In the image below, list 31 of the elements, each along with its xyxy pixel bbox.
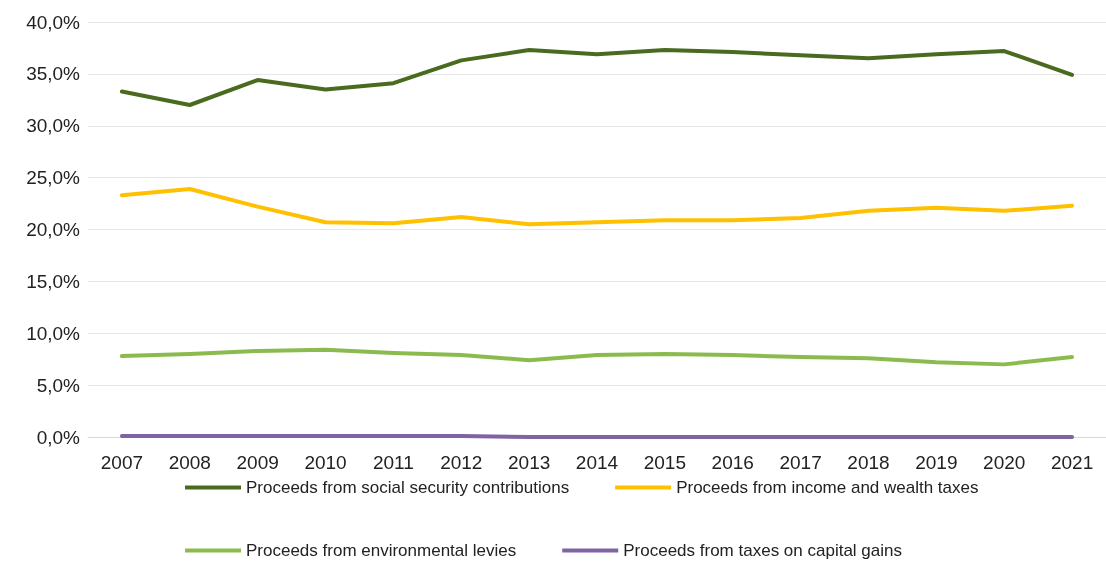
- legend-label: Proceeds from environmental levies: [246, 541, 517, 560]
- legend-label: Proceeds from social security contributions: [246, 478, 570, 497]
- y-tick-label: 15,0%: [26, 270, 81, 292]
- x-tick-label: 2008: [168, 452, 211, 473]
- y-tick-label: 25,0%: [26, 167, 81, 189]
- x-tick-label: 2010: [304, 452, 347, 473]
- x-tick-label: 2011: [372, 452, 414, 473]
- legend-label: Proceeds from taxes on capital gains: [623, 541, 902, 560]
- line-series: [119, 187, 1075, 227]
- x-tick-label: 2007: [100, 452, 144, 473]
- y-tick-label: 5,0%: [36, 374, 81, 396]
- x-tick-label: 2014: [575, 452, 619, 473]
- y-tick-label: 0,0%: [36, 426, 81, 448]
- x-tick-label: 2019: [915, 452, 958, 473]
- y-tick-label: 35,0%: [26, 63, 81, 85]
- y-tick-label: 30,0%: [26, 115, 81, 137]
- x-tick-label: 2009: [236, 452, 279, 473]
- x-tick-label: 2020: [983, 452, 1026, 473]
- x-tick-label: 2021: [1050, 452, 1094, 473]
- legend-label: Proceeds from income and wealth taxes: [676, 478, 979, 497]
- line-series: [119, 347, 1075, 367]
- y-tick-label: 20,0%: [26, 219, 81, 240]
- y-tick-label: 40,0%: [26, 11, 81, 33]
- x-tick-label: 2018: [847, 452, 890, 473]
- x-tick-label: 2012: [440, 452, 483, 473]
- x-tick-label: 2017: [779, 452, 822, 473]
- x-tick-label: 2013: [507, 452, 551, 473]
- x-tick-label: 2016: [711, 452, 754, 473]
- x-tick-label: 2015: [643, 452, 687, 473]
- y-tick-label: 10,0%: [26, 322, 81, 344]
- line-series: [119, 48, 1075, 107]
